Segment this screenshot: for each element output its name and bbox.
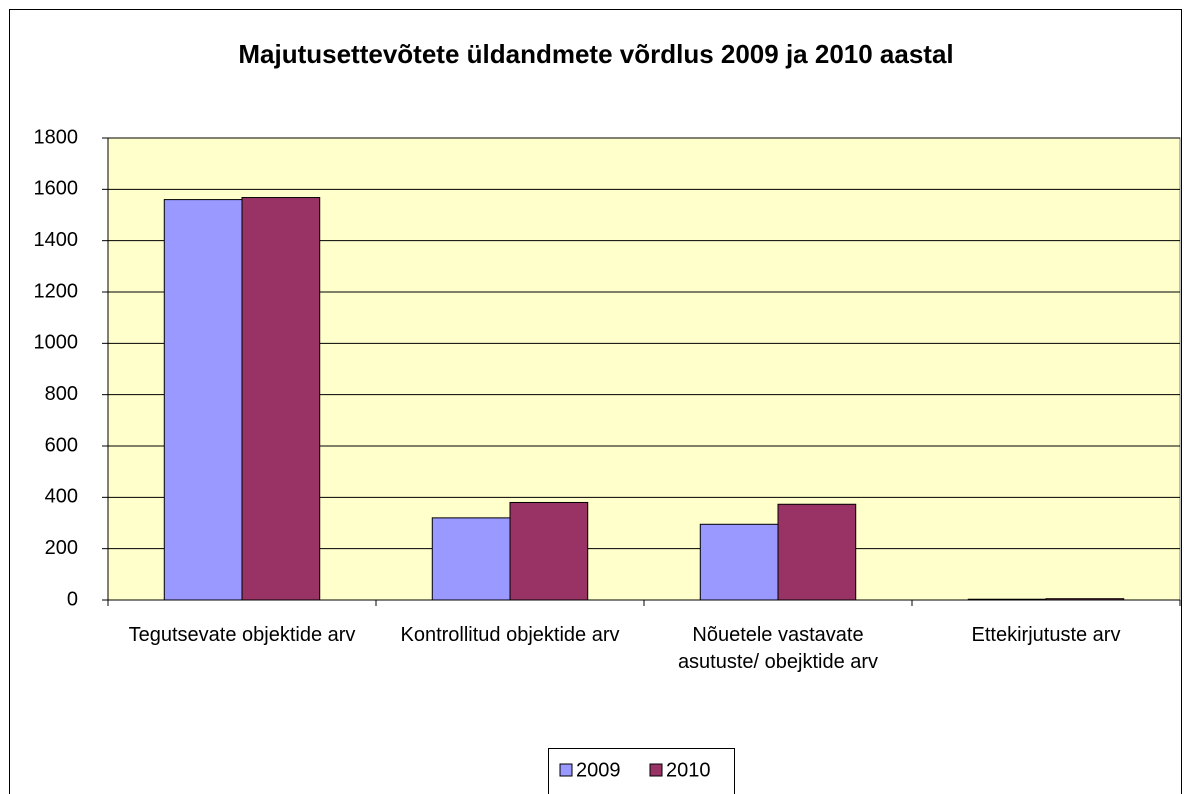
bar [241,197,321,601]
y-tick-label: 1000 [34,332,79,354]
y-tick-label: 1400 [34,229,79,251]
legend-swatch [559,763,573,777]
bar [509,501,589,601]
y-tick-label: 1200 [34,280,79,302]
x-tick-label: Ettekirjutuste arv [971,624,1121,646]
bar [163,199,243,601]
bar [431,517,511,601]
y-tick-label: 200 [45,537,78,559]
legend-label: 2010 [666,759,711,781]
y-tick-label: 400 [45,486,78,508]
x-tick-label: Tegutsevate objektide arv [128,624,356,646]
y-tick-label: 600 [45,434,78,456]
x-tick-label: Nõuetele vastavate asutuste/ obejktide a… [677,624,879,673]
y-tick-label: 1600 [34,178,79,200]
y-tick-label: 0 [67,588,78,610]
chart-title: Majutusettevõtete üldandmete võrdlus 200… [238,39,953,69]
legend-label: 2009 [576,759,621,781]
bar [777,503,857,601]
legend-box [548,748,735,794]
bar [699,523,779,601]
legend-swatch [649,763,663,777]
y-tick-label: 1800 [34,126,79,148]
y-tick-label: 800 [45,383,78,405]
x-tick-label: Kontrollitud objektide arv [400,624,620,646]
